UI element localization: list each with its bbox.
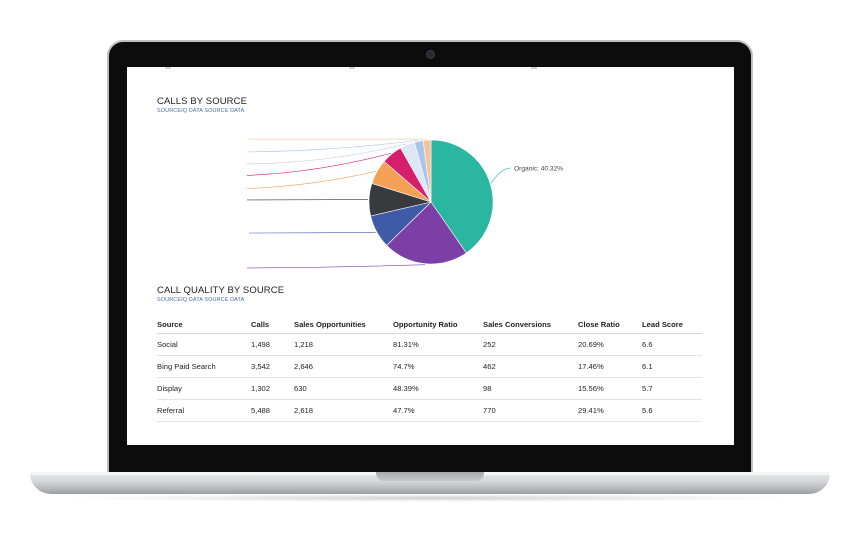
- cell-calls: 3,542: [251, 355, 294, 378]
- call-quality-table: Source Calls Sales Opportunities Opportu…: [157, 315, 702, 422]
- column-header-sales-opportunities[interactable]: Sales Opportunities: [294, 315, 393, 334]
- cell-calls: 1,498: [251, 333, 294, 356]
- pie-slice-organic[interactable]: [430, 139, 494, 254]
- cell-close-ratio: 29.41%: [578, 399, 642, 422]
- cell-source: Social: [157, 333, 251, 356]
- cell-sales-conversions: 462: [483, 355, 578, 378]
- calls-by-source-subtitle: SOURCEIQ DATA SOURCE DATA: [157, 108, 245, 114]
- cell-source: Display: [157, 377, 251, 400]
- cell-opportunity-ratio: 81.31%: [393, 333, 483, 356]
- column-header-opportunity-ratio[interactable]: Opportunity Ratio: [393, 315, 483, 334]
- pie-leader-line: [247, 264, 426, 269]
- table-row: Bing Paid Search 3,542 2,646 74.7% 462 1…: [157, 355, 702, 378]
- calls-pie-chart: Organic: 40.32%Google Paid Search: 22.3%…: [247, 138, 563, 269]
- cell-opportunity-ratio: 47.7%: [393, 399, 483, 422]
- column-header-close-ratio[interactable]: Close Ratio: [578, 315, 642, 334]
- cell-opportunity-ratio: 74.7%: [393, 355, 483, 378]
- pie-slice-display[interactable]: [422, 139, 432, 203]
- cell-sales-opportunities: 630: [294, 377, 393, 400]
- table-row: Social 1,498 1,218 81.31% 252 20.69% 6.6: [157, 333, 702, 356]
- laptop-shadow: [60, 494, 800, 502]
- cell-close-ratio: 15.56%: [578, 377, 642, 400]
- cell-sales-conversions: 252: [483, 333, 578, 356]
- cell-close-ratio: 20.69%: [578, 333, 642, 356]
- laptop-base: [30, 472, 830, 494]
- cell-lead-score: 5.7: [642, 377, 702, 400]
- scrolled-content-edge: [127, 67, 734, 71]
- cell-opportunity-ratio: 48.39%: [393, 377, 483, 400]
- table-row: Display 1,302 630 48.39% 98 15.56% 5.7: [157, 377, 702, 400]
- pie-label: Organic: 40.32%: [514, 165, 563, 172]
- pie-slice-google-paid-search[interactable]: [386, 201, 467, 265]
- cell-close-ratio: 17.46%: [578, 355, 642, 378]
- column-header-source[interactable]: Source: [157, 315, 251, 334]
- pie-leader-line: [247, 143, 407, 165]
- calls-by-source-title: CALLS BY SOURCE: [157, 96, 248, 107]
- table-row: Referral 5,488 2,618 47.7% 770 29.41% 5.…: [157, 399, 702, 422]
- call-quality-title: CALL QUALITY BY SOURCE: [157, 285, 285, 296]
- screen: CALLS BY SOURCE SOURCEIQ DATA SOURCE DAT…: [127, 67, 734, 445]
- pie-leader-line: [247, 139, 419, 153]
- column-header-sales-conversions[interactable]: Sales Conversions: [483, 315, 578, 334]
- cell-sales-opportunities: 2,618: [294, 399, 393, 422]
- cell-calls: 1,302: [251, 377, 294, 400]
- cell-lead-score: 5.6: [642, 399, 702, 422]
- cell-lead-score: 6.1: [642, 355, 702, 378]
- cell-sales-opportunities: 2,646: [294, 355, 393, 378]
- cell-sales-conversions: 770: [483, 399, 578, 422]
- cell-calls: 5,488: [251, 399, 294, 422]
- cell-lead-score: 6.6: [642, 333, 702, 356]
- cell-source: Referral: [157, 399, 251, 422]
- call-quality-subtitle: SOURCEIQ DATA SOURCE DATA: [157, 297, 245, 303]
- pie-leader-line: [247, 171, 377, 189]
- cell-sales-conversions: 98: [483, 377, 578, 400]
- pie-leader-line: [247, 152, 392, 176]
- cell-sales-opportunities: 1,218: [294, 333, 393, 356]
- pie-leader-line: [490, 167, 512, 184]
- table-header-row: Source Calls Sales Opportunities Opportu…: [157, 315, 702, 334]
- laptop-notch: [376, 472, 484, 481]
- column-header-calls[interactable]: Calls: [251, 315, 294, 334]
- cell-source: Bing Paid Search: [157, 355, 251, 378]
- camera-icon: [426, 50, 435, 59]
- pie-leader-line: [248, 231, 376, 234]
- column-header-lead-score[interactable]: Lead Score: [642, 315, 702, 334]
